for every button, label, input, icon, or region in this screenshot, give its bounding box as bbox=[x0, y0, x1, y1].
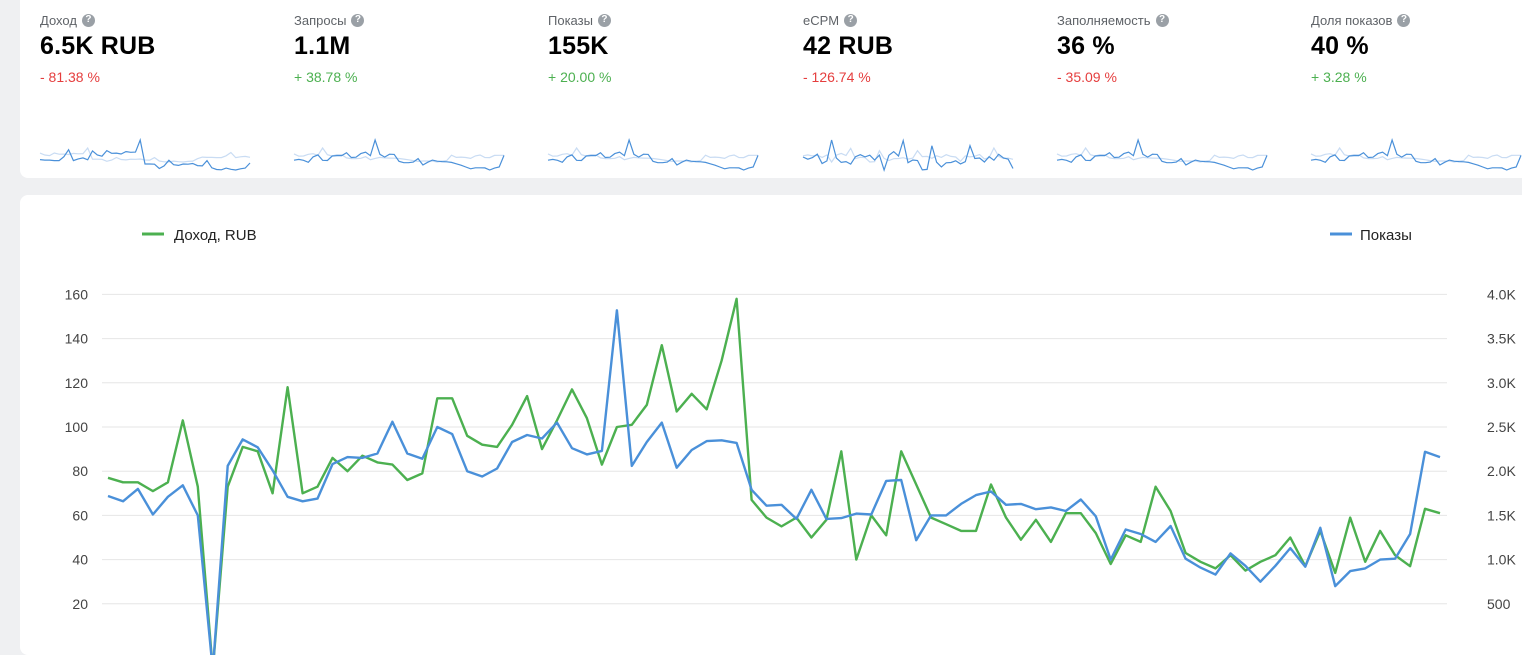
sparkline-current-period bbox=[1310, 138, 1522, 171]
sparkline-previous-period bbox=[1056, 146, 1267, 163]
y-right-tick-label: 4.0K bbox=[1487, 286, 1516, 302]
y-left-tick-label: 120 bbox=[65, 375, 89, 391]
metric-requests[interactable]: Запросы? 1.1M + 38.78 % bbox=[293, 12, 514, 171]
metric-label-text: Доход bbox=[40, 12, 77, 28]
main-line-chart: Доход, RUB Показы 20 40 60 80 100 120 140 160 500 1… bbox=[65, 227, 1516, 655]
metric-change: + 38.78 % bbox=[294, 69, 358, 85]
metric-sparkline bbox=[39, 137, 251, 171]
metric-value: 36 % bbox=[1057, 32, 1115, 60]
metric-sparkline bbox=[1056, 138, 1268, 171]
y-right-tick-label: 3.5K bbox=[1487, 331, 1516, 347]
metric-sparkline bbox=[802, 138, 1014, 172]
help-icon[interactable]: ? bbox=[597, 13, 611, 27]
y-left-tick-label: 140 bbox=[65, 331, 89, 347]
metrics-summary-panel: Доход? 6.5K RUB - 81.38 % Запросы? 1.1M + 38.… bbox=[20, 0, 1522, 178]
metric-change: + 20.00 % bbox=[548, 69, 612, 85]
metric-ecpm[interactable]: eCPM? 42 RUB - 126.74 % bbox=[802, 12, 1023, 172]
series-line-impressions bbox=[107, 309, 1441, 655]
sparkline-current-period bbox=[1056, 138, 1268, 171]
y-left-tick-label: 20 bbox=[72, 596, 88, 612]
metric-value: 40 % bbox=[1311, 32, 1369, 60]
chart-panel: Доход, RUB Показы 20 40 60 80 100 120 140 160 500 1… bbox=[20, 195, 1522, 655]
metric-sparkline bbox=[1310, 138, 1522, 171]
sparkline-current-period bbox=[547, 138, 759, 171]
y-right-tick-label: 3.0K bbox=[1487, 375, 1516, 391]
metric-label-text: Запросы bbox=[294, 12, 347, 28]
metric-value: 6.5K RUB bbox=[40, 32, 156, 60]
legend-label-impressions: Показы bbox=[1360, 227, 1412, 244]
metric-value: 42 RUB bbox=[803, 32, 894, 60]
sparkline-previous-period bbox=[39, 146, 251, 163]
metric-label-text: eCPM bbox=[803, 12, 840, 28]
y-left-tick-label: 100 bbox=[65, 419, 89, 435]
sparkline-current-period bbox=[802, 138, 1014, 172]
help-icon[interactable]: ? bbox=[844, 13, 858, 27]
sparkline-current-period bbox=[39, 137, 251, 171]
metric-fill-rate[interactable]: Заполняемость? 36 % - 35.09 % bbox=[1056, 12, 1277, 171]
metric-revenue[interactable]: Доход? 6.5K RUB - 81.38 % bbox=[39, 12, 260, 171]
chart-legend: Доход, RUB Показы bbox=[142, 227, 1412, 244]
metric-label: Доход? bbox=[40, 12, 260, 28]
legend-label-revenue: Доход, RUB bbox=[174, 227, 257, 244]
sparkline-previous-period bbox=[802, 146, 1014, 164]
help-icon[interactable]: ? bbox=[351, 13, 365, 27]
metric-label-text: Заполняемость bbox=[1057, 12, 1151, 28]
metric-label: eCPM? bbox=[803, 12, 1023, 28]
metric-value: 155K bbox=[548, 32, 609, 60]
metric-sparkline bbox=[293, 138, 505, 171]
y-left-tick-label: 80 bbox=[72, 463, 88, 479]
metric-change: + 3.28 % bbox=[1311, 69, 1367, 85]
metric-label: Показы? bbox=[548, 12, 768, 28]
y-right-tick-label: 1.5K bbox=[1487, 507, 1516, 523]
y-left-tick-label: 160 bbox=[65, 286, 89, 302]
metric-sparkline bbox=[547, 138, 759, 171]
metric-label: Запросы? bbox=[294, 12, 514, 28]
sparkline-previous-period bbox=[1310, 146, 1521, 163]
metric-label-text: Доля показов bbox=[1311, 12, 1393, 28]
y-right-tick-label: 500 bbox=[1487, 596, 1511, 612]
sparkline-previous-period bbox=[547, 146, 758, 163]
metric-impression-share[interactable]: Доля показов? 40 % + 3.28 % bbox=[1310, 12, 1522, 171]
metric-label: Заполняемость? bbox=[1057, 12, 1277, 28]
help-icon[interactable]: ? bbox=[1397, 13, 1411, 27]
y-right-tick-label: 1.0K bbox=[1487, 552, 1516, 568]
sparkline-current-period bbox=[293, 138, 505, 171]
metric-impressions[interactable]: Показы? 155K + 20.00 % bbox=[547, 12, 768, 171]
metric-change: - 126.74 % bbox=[803, 69, 871, 85]
y-left-tick-label: 60 bbox=[72, 507, 88, 523]
metric-value: 1.1M bbox=[294, 32, 351, 60]
y-right-tick-label: 2.5K bbox=[1487, 419, 1516, 435]
metric-change: - 35.09 % bbox=[1057, 69, 1117, 85]
sparkline-previous-period bbox=[293, 146, 504, 163]
help-icon[interactable]: ? bbox=[81, 13, 95, 27]
metric-label: Доля показов? bbox=[1311, 12, 1522, 28]
metric-change: - 81.38 % bbox=[40, 69, 100, 85]
y-right-tick-label: 2.0K bbox=[1487, 463, 1516, 479]
y-left-tick-label: 40 bbox=[72, 552, 88, 568]
metric-label-text: Показы bbox=[548, 12, 593, 28]
help-icon[interactable]: ? bbox=[1155, 13, 1169, 27]
series-line-revenue bbox=[107, 297, 1441, 655]
